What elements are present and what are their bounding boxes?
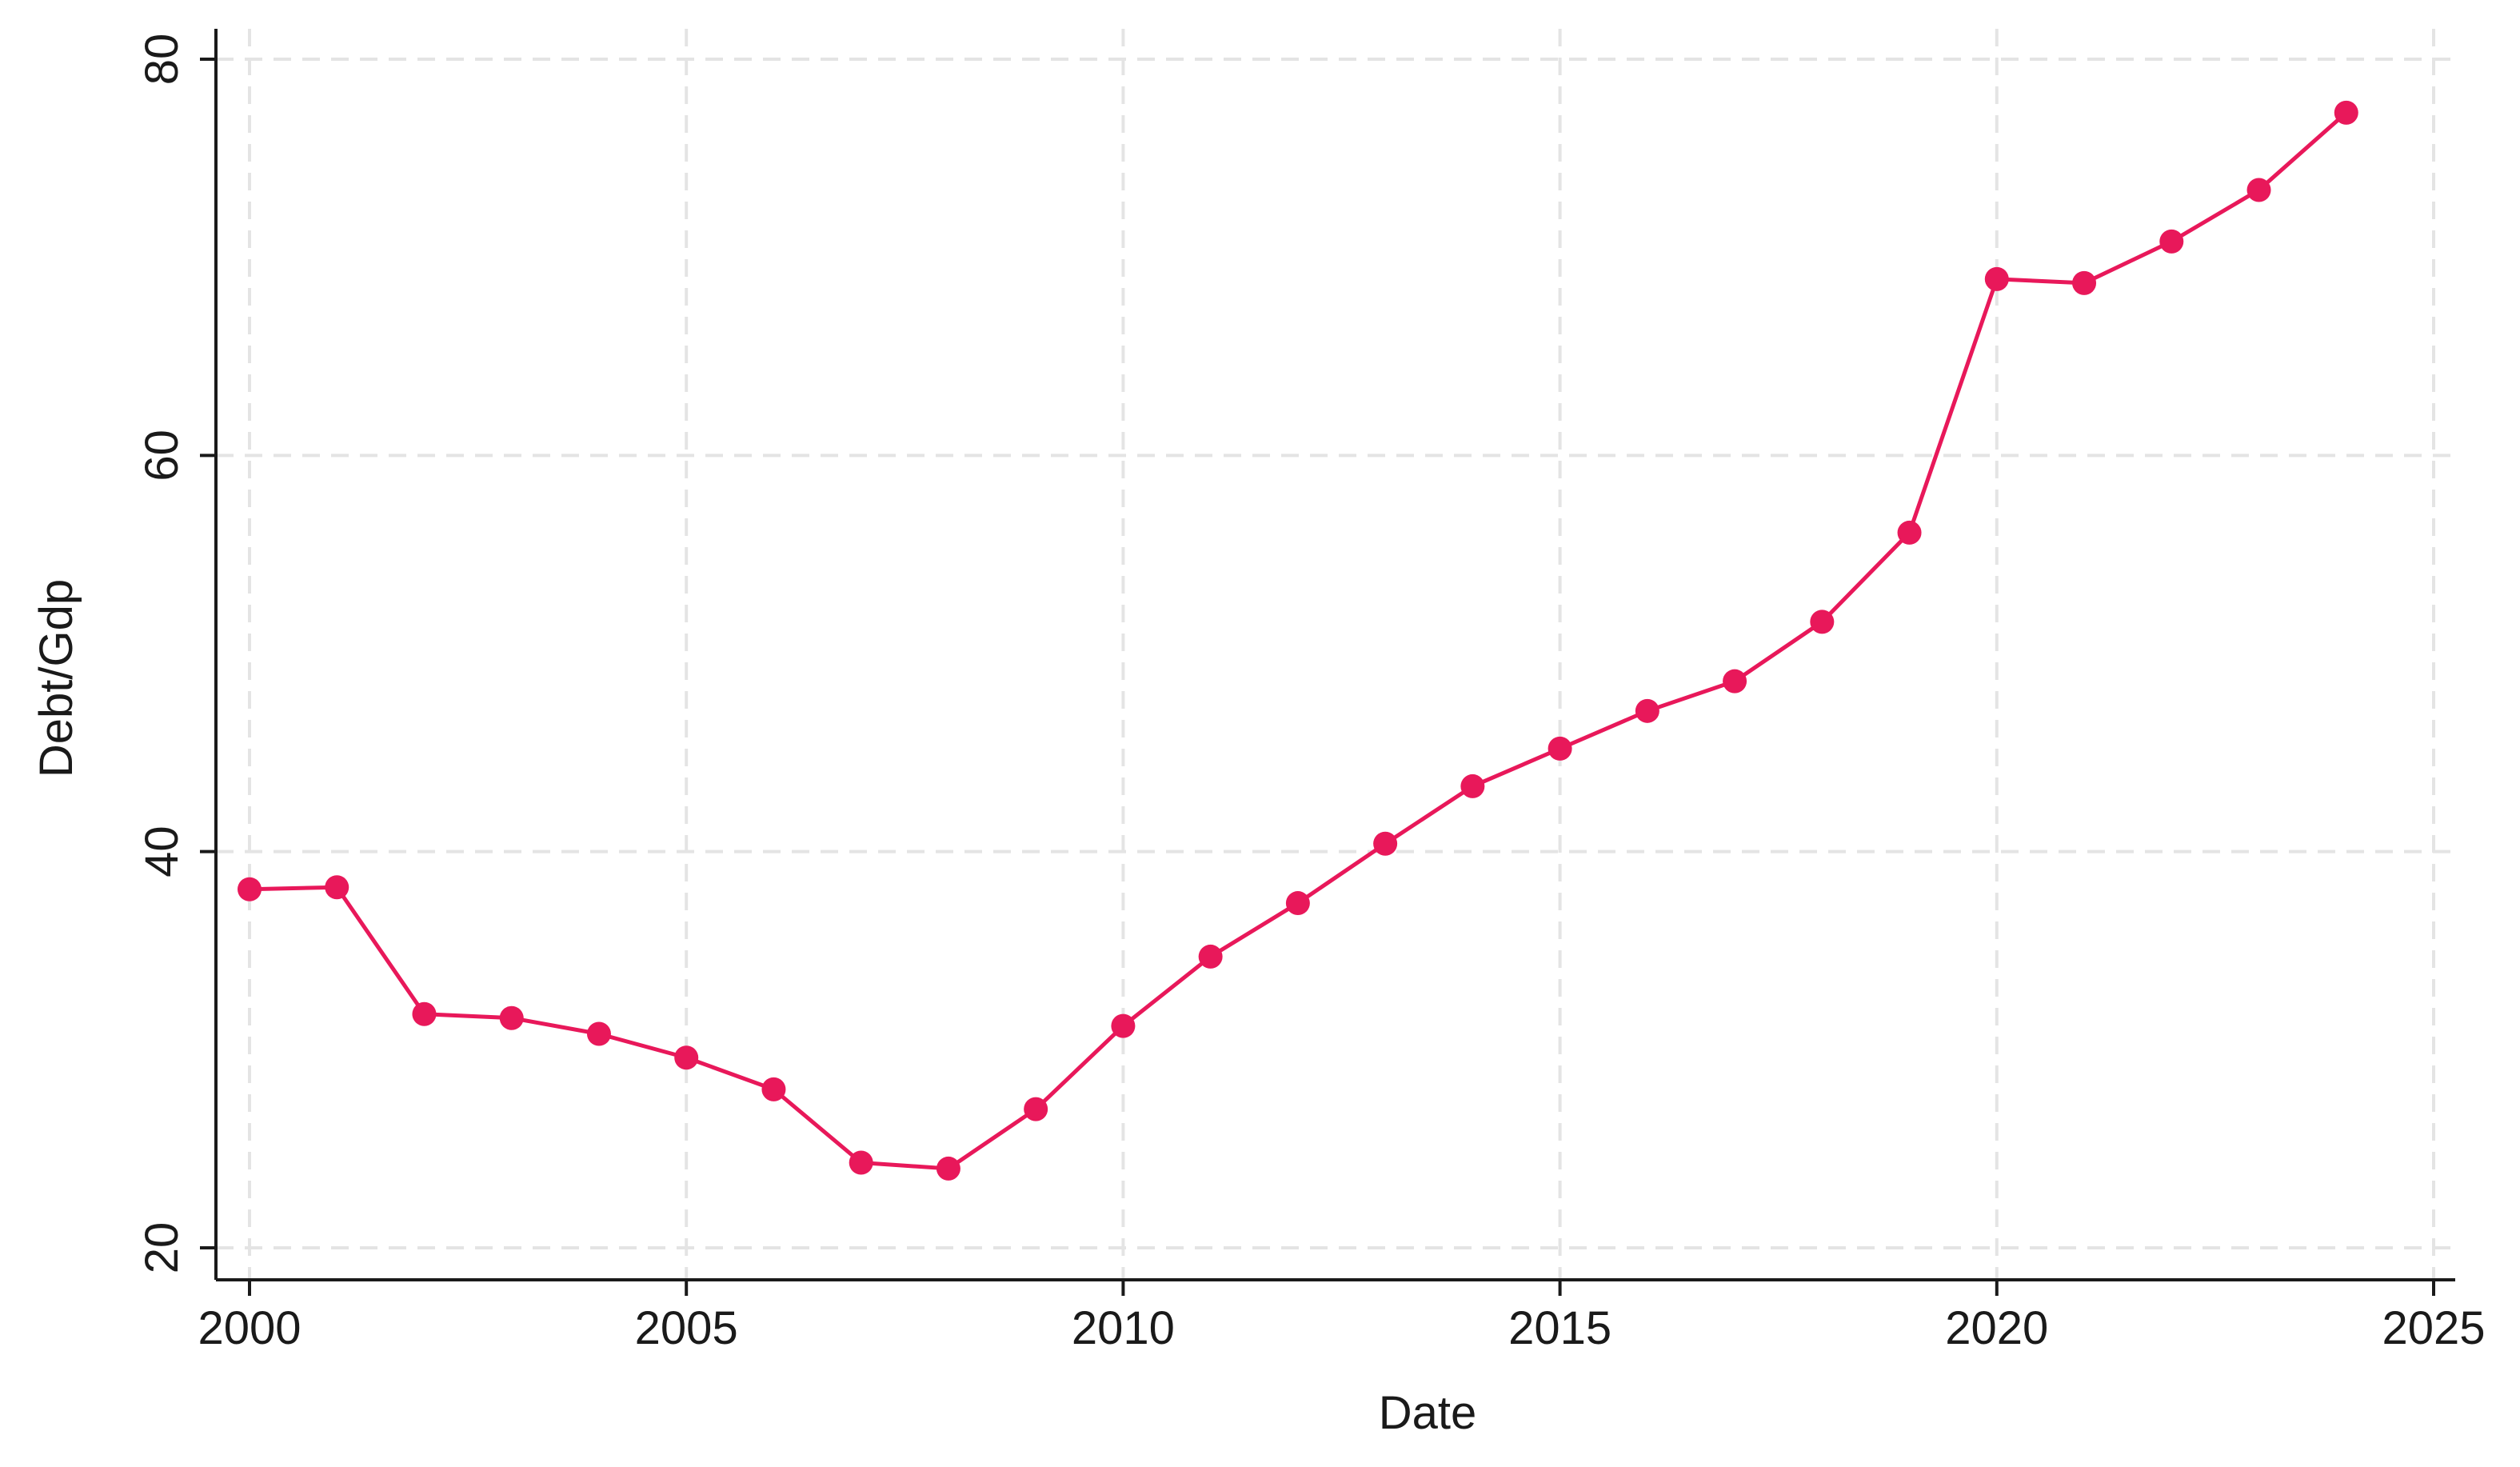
data-point (1460, 773, 1485, 798)
data-point (849, 1150, 873, 1175)
data-point (1984, 266, 2009, 291)
data-point (1723, 669, 1747, 694)
y-tick-label: 80 (136, 34, 188, 86)
y-tick-label: 60 (136, 430, 188, 482)
data-point (1810, 610, 1835, 634)
data-point (674, 1045, 699, 1070)
x-tick-label: 2010 (1072, 1302, 1175, 1354)
data-point (1285, 891, 1310, 916)
data-point (2334, 100, 2358, 125)
data-point (1024, 1097, 1048, 1121)
y-tick-label: 40 (136, 825, 188, 877)
data-point (412, 1001, 437, 1026)
data-point (2246, 178, 2271, 202)
data-point (2159, 229, 2184, 254)
data-point (1373, 831, 1398, 856)
x-axis-title: Date (1379, 1387, 1477, 1439)
x-tick-label: 2000 (198, 1302, 301, 1354)
data-point (936, 1156, 960, 1181)
x-tick-label: 2015 (1508, 1302, 1611, 1354)
y-tick-label: 20 (136, 1222, 188, 1274)
data-point (1897, 520, 1922, 545)
data-point (1548, 736, 1572, 761)
data-point (2072, 270, 2097, 295)
tick-labels: 20 40 60 80 2000 2005 2010 2015 2020 2025 (136, 34, 2486, 1354)
x-tick-label: 2005 (635, 1302, 738, 1354)
x-tick-label: 2025 (2382, 1302, 2485, 1354)
data-point (499, 1005, 524, 1030)
data-point (1111, 1013, 1136, 1038)
data-point (586, 1021, 611, 1046)
data-point (325, 875, 349, 900)
data-point (761, 1077, 786, 1101)
series (238, 100, 2358, 1181)
axes (200, 29, 2455, 1296)
data-point (1198, 944, 1223, 969)
grid (216, 29, 2455, 1280)
x-tick-label: 2020 (1945, 1302, 2048, 1354)
data-point (1635, 698, 1659, 723)
data-point (238, 877, 262, 901)
y-axis-title: Debt/Gdp (30, 579, 82, 777)
